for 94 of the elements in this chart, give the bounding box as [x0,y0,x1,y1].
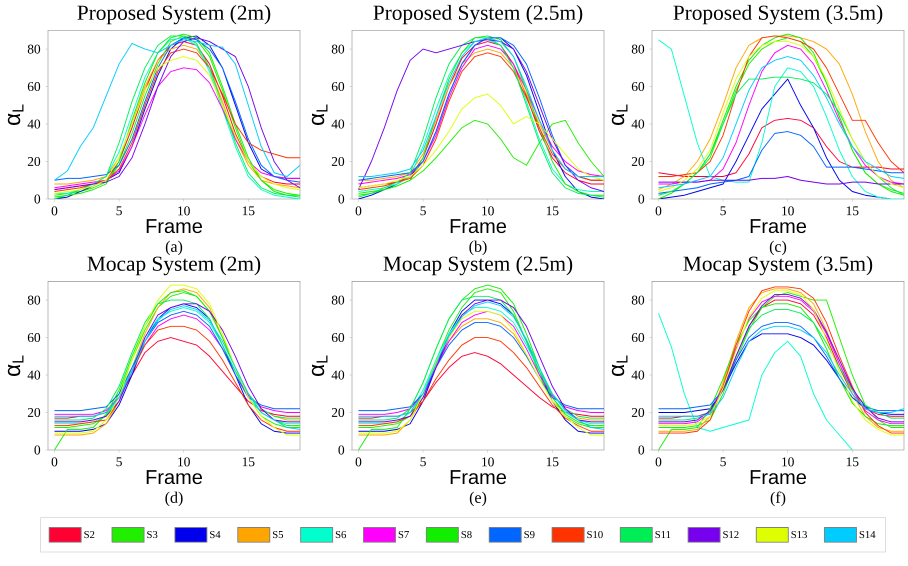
legend-label: S11 [655,530,670,538]
y-tick-label: 20 [332,408,344,417]
x-tick-label: 15 [846,457,858,466]
x-tick-label: 5 [720,457,726,466]
y-axis-title: α$_{L}$ [312,356,328,376]
chart-title: Proposed System (2.5m) [373,4,582,24]
y-tick-label: 20 [28,157,40,166]
y-tick-label: 40 [632,370,644,380]
legend-label: S2 [84,530,94,538]
y-tick-label: 20 [28,408,40,417]
text: (e) [470,492,486,506]
x-tick-label: 5 [420,206,426,216]
y-tick-label: 0 [338,445,344,454]
y-tick-label: 80 [28,296,40,305]
y-tick-label: 60 [632,82,644,92]
text: (b) [469,240,487,256]
legend-label: S10 [587,530,603,538]
x-tick-label: 10 [482,206,494,216]
y-tick-label: 80 [332,44,344,54]
x-tick-label: 10 [482,457,494,466]
y-axis-title: α$_{L}$ [312,104,328,125]
y-tick-label: 40 [28,120,40,129]
y-axis-title: α$_{L}$ [612,356,628,376]
legend-label: S14 [860,530,876,538]
x-tick-label: 15 [546,206,558,216]
text: (d) [165,492,183,506]
y-tick-label: 20 [632,408,644,417]
x-tick-label: 10 [178,457,190,466]
chart-title: Proposed System (3.5m) [673,4,882,24]
y-tick-label: 0 [34,445,40,454]
chart-title: Proposed System (2m) [77,4,270,24]
y-axis-title: α$_{L}$ [8,356,24,376]
legend-label: S6 [336,530,346,538]
y-tick-label: 40 [28,370,40,380]
y-tick-label: 40 [332,120,344,129]
x-tick-label: 0 [356,457,362,466]
x-axis-title: Frame [146,470,202,484]
y-tick-label: 60 [632,333,644,342]
y-tick-label: 60 [28,333,40,342]
legend-label: S3 [147,530,158,538]
y-tick-label: 0 [638,445,644,454]
line-series [658,303,904,450]
y-tick-label: 80 [632,296,644,305]
x-tick-label: 0 [52,457,58,466]
x-tick-label: 15 [546,457,558,466]
y-tick-label: 40 [632,120,644,129]
text: (a) [166,240,182,256]
x-tick-label: 15 [242,457,254,466]
x-tick-label: 5 [116,457,122,466]
y-tick-label: 20 [332,157,344,166]
legend-label: S9 [524,530,535,538]
x-tick-label: 0 [656,206,662,216]
y-tick-label: 80 [332,296,344,305]
y-tick-label: 0 [34,194,40,204]
legend-label: S8 [462,530,472,538]
y-tick-label: 0 [338,194,344,204]
y-axis-title: α$_{L}$ [8,104,24,125]
x-tick-label: 15 [242,206,254,216]
x-tick-label: 10 [178,206,190,216]
legend-label: S5 [272,530,284,538]
x-tick-label: 10 [782,457,794,466]
x-axis-title: Frame [146,219,202,234]
y-tick-label: 40 [332,370,344,380]
legend-label: S13 [791,530,807,538]
legend-label: S12 [723,530,739,538]
x-tick-label: 5 [420,457,426,466]
legend-label: S7 [398,530,409,538]
text: (f) [770,492,786,506]
x-tick-label: 15 [846,206,858,216]
x-tick-label: 0 [656,457,662,466]
x-axis-title: Frame [450,219,506,234]
chart-title: Mocap System (2m) [88,256,260,276]
x-axis-title: Frame [450,470,506,484]
x-tick-label: 0 [52,206,58,216]
x-axis-title: Frame [750,219,806,234]
y-tick-label: 80 [632,44,644,54]
x-tick-label: 0 [356,206,362,216]
y-tick-label: 20 [632,157,644,166]
y-tick-label: 60 [28,82,40,92]
y-tick-label: 80 [28,44,40,54]
x-tick-label: 5 [116,206,122,216]
chart-title: Mocap System (3.5m) [684,256,872,276]
y-axis-title: α$_{L}$ [612,104,628,125]
x-tick-label: 10 [782,206,794,216]
chart-title: Mocap System (2.5m) [384,256,572,276]
x-axis-title: Frame [750,470,806,484]
legend-label: S4 [210,530,220,538]
y-tick-label: 60 [332,82,344,92]
y-tick-label: 0 [638,194,644,204]
x-tick-label: 5 [720,206,726,216]
line-series [54,326,300,432]
line-series [358,120,604,194]
text: (c) [770,240,786,256]
y-tick-label: 60 [332,333,344,342]
